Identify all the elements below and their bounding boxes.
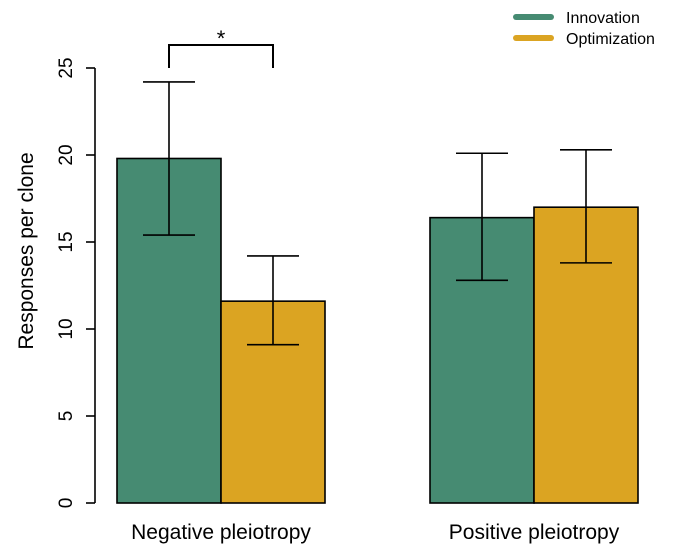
- y-tick-label-10: 10: [56, 318, 77, 339]
- y-tick-label-20: 20: [56, 144, 77, 165]
- error-bars: [143, 81, 612, 346]
- y-tick-label-15: 15: [56, 231, 77, 252]
- legend: Innovation Optimization: [513, 10, 655, 48]
- y-ticks: 0 5 10 15 20 25: [56, 57, 95, 508]
- category-labels: Negative pleiotropy Positive pleiotropy: [131, 521, 620, 544]
- significance-annotation: *: [168, 26, 274, 68]
- significance-bracket: [168, 44, 274, 68]
- y-tick-label-5: 5: [56, 411, 77, 422]
- legend-label-innovation: Innovation: [566, 10, 640, 27]
- bars: [116, 157, 639, 504]
- legend-label-optimization: Optimization: [566, 31, 655, 48]
- category-label-1: Negative pleiotropy: [131, 521, 311, 544]
- y-tick-label-25: 25: [56, 57, 77, 78]
- y-axis: 0 5 10 15 20 25 Responses per clone: [15, 57, 96, 508]
- category-label-2: Positive pleiotropy: [449, 521, 620, 544]
- y-tick-label-0: 0: [56, 498, 77, 509]
- significance-star: *: [217, 26, 226, 51]
- y-axis-title: Responses per clone: [15, 152, 38, 349]
